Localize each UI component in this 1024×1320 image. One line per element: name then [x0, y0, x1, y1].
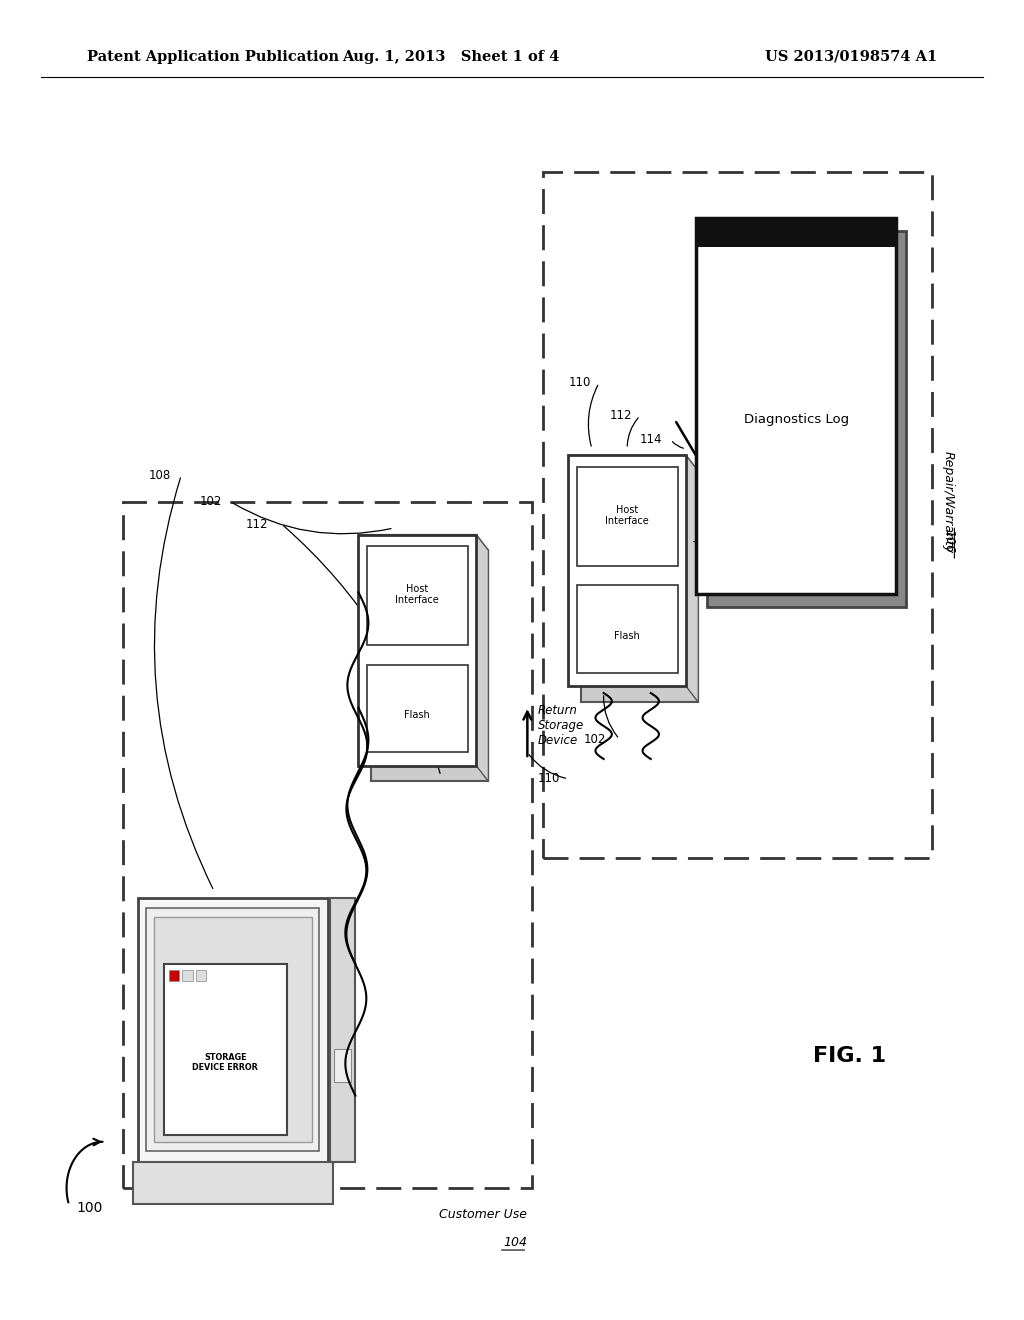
- Bar: [371, 550, 488, 781]
- Bar: [696, 218, 896, 247]
- Bar: [367, 546, 468, 645]
- Text: Repair/Warranty: Repair/Warranty: [942, 450, 955, 553]
- Text: US 2013/0198574 A1: US 2013/0198574 A1: [765, 50, 937, 63]
- Bar: [334, 1049, 351, 1082]
- Bar: [330, 898, 355, 1162]
- Text: Return
Storage
Device: Return Storage Device: [538, 705, 584, 747]
- Text: 110: 110: [538, 772, 560, 785]
- Text: Host
Interface: Host Interface: [395, 583, 439, 606]
- Bar: [169, 970, 179, 981]
- Text: 108: 108: [148, 469, 171, 482]
- Bar: [367, 665, 468, 752]
- Polygon shape: [476, 535, 488, 781]
- Text: 116: 116: [633, 535, 655, 548]
- Bar: [581, 471, 698, 702]
- Bar: [543, 172, 932, 858]
- Polygon shape: [358, 535, 488, 550]
- Bar: [568, 455, 686, 686]
- Text: Patent Application Publication: Patent Application Publication: [87, 50, 339, 63]
- Bar: [196, 970, 206, 981]
- Bar: [358, 535, 476, 766]
- Bar: [164, 964, 287, 1135]
- Bar: [696, 218, 896, 594]
- Text: 110: 110: [568, 376, 591, 389]
- Text: Flash: Flash: [404, 710, 430, 719]
- Polygon shape: [568, 455, 698, 471]
- Bar: [182, 970, 193, 981]
- Bar: [154, 917, 312, 1142]
- Bar: [138, 898, 328, 1162]
- Text: 114: 114: [640, 433, 663, 446]
- Text: Aug. 1, 2013   Sheet 1 of 4: Aug. 1, 2013 Sheet 1 of 4: [342, 50, 559, 63]
- Text: FIG. 1: FIG. 1: [813, 1045, 887, 1067]
- Text: 106: 106: [942, 529, 955, 553]
- Bar: [123, 502, 532, 1188]
- Text: 104: 104: [504, 1236, 527, 1249]
- Bar: [133, 1162, 333, 1204]
- Bar: [577, 586, 678, 673]
- Text: Host
Interface: Host Interface: [605, 504, 649, 527]
- Text: 102: 102: [584, 733, 606, 746]
- Text: 102: 102: [200, 495, 222, 508]
- Text: Flash: Flash: [614, 631, 640, 640]
- Polygon shape: [686, 455, 698, 702]
- Text: Customer Use: Customer Use: [439, 1208, 527, 1221]
- Bar: [146, 908, 319, 1151]
- Text: STORAGE
DEVICE ERROR: STORAGE DEVICE ERROR: [193, 1053, 258, 1072]
- Text: Diagnostics Log: Diagnostics Log: [743, 413, 849, 425]
- Bar: [707, 231, 906, 607]
- Bar: [577, 467, 678, 566]
- Text: 112: 112: [609, 409, 632, 422]
- Text: 112: 112: [246, 517, 268, 531]
- Text: 100: 100: [77, 1201, 103, 1214]
